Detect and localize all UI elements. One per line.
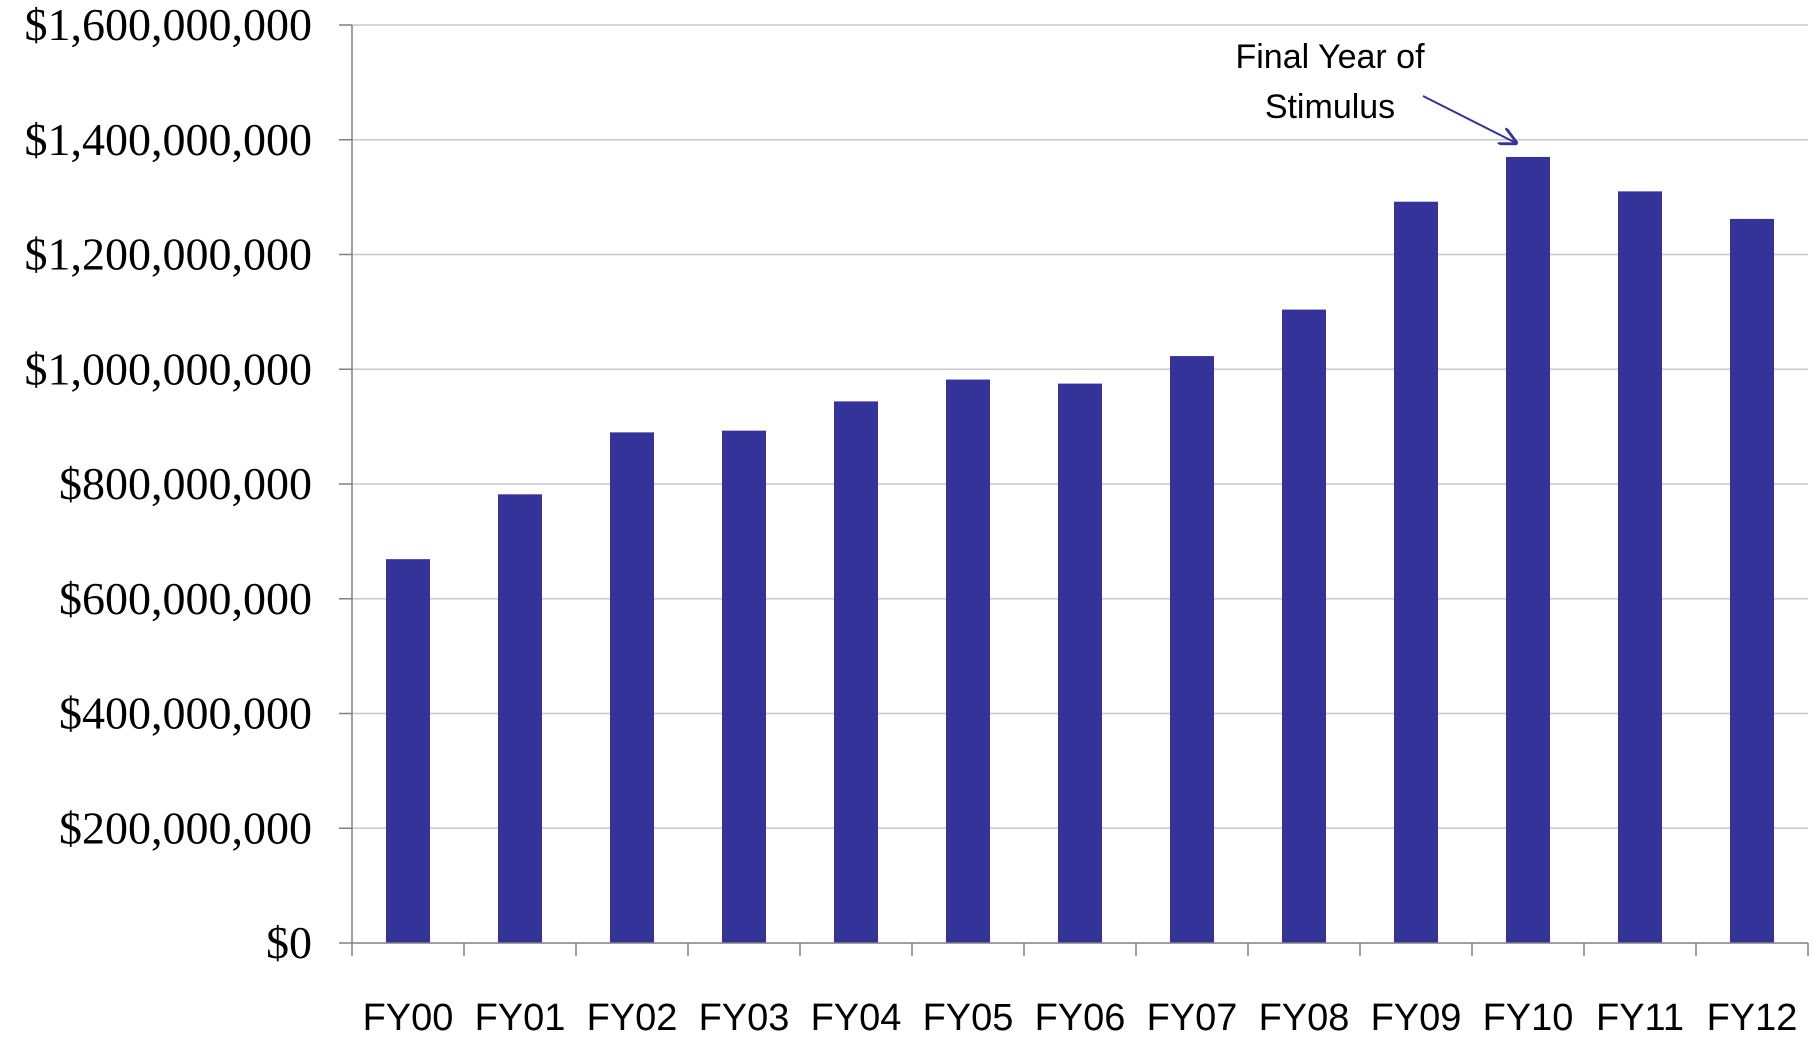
x-tick-label: FY01	[475, 997, 566, 1037]
y-tick-label: $1,000,000,000	[25, 343, 313, 394]
x-tick-label: FY02	[587, 997, 678, 1037]
x-tick-label: FY12	[1707, 997, 1798, 1037]
bar-fy12	[1730, 218, 1774, 944]
x-tick-label: FY07	[1147, 997, 1238, 1037]
y-tick-label: $0	[266, 917, 312, 968]
bar-fy09	[1394, 201, 1438, 944]
x-tick-label: FY11	[1596, 997, 1684, 1037]
bar-fy02	[610, 432, 654, 943]
bar-fy01	[498, 494, 542, 943]
y-tick-label: $400,000,000	[59, 688, 312, 739]
bar-fy06	[1058, 383, 1102, 943]
annotation-arrow	[1422, 95, 1516, 143]
annotations: Final Year of Stimulus	[1235, 38, 1516, 143]
bar-fy11	[1618, 191, 1662, 943]
annotation-text-line: Stimulus	[1265, 88, 1395, 126]
y-tick-label: $1,200,000,000	[25, 229, 313, 280]
x-tick-label: FY08	[1259, 997, 1350, 1037]
annotation-text-line: Final Year of	[1235, 38, 1425, 76]
x-tick-labels: FY00 FY01 FY02 FY03 FY04 FY05 FY06 FY07 FY08 FY09…	[363, 997, 1798, 1037]
y-tick-label: $1,600,000,000	[25, 0, 313, 50]
y-tick-label: $800,000,000	[59, 458, 312, 509]
bar-fy10	[1506, 156, 1550, 943]
bar-fy00	[386, 559, 430, 943]
x-tick-label: FY09	[1371, 997, 1462, 1037]
bar-fy07	[1170, 356, 1214, 944]
bar-fy04	[834, 401, 878, 943]
y-tick-label: $1,400,000,000	[25, 114, 313, 165]
x-tick-label: FY00	[363, 997, 454, 1037]
bar-fy03	[722, 430, 766, 943]
y-tick-label: $600,000,000	[59, 573, 312, 624]
axes	[339, 24, 1809, 956]
x-tick-label: FY04	[811, 997, 902, 1037]
bars	[386, 156, 1774, 944]
y-tick-labels: $0 $200,000,000 $400,000,000 $600,000,000 $8…	[25, 0, 313, 968]
x-tick-label: FY03	[699, 997, 790, 1037]
y-tick-label: $200,000,000	[59, 802, 312, 853]
x-tick-label: FY06	[1035, 997, 1126, 1037]
bar-fy05	[946, 379, 990, 943]
bar-fy08	[1282, 309, 1326, 944]
x-tick-label: FY10	[1483, 997, 1574, 1037]
x-tick-label: FY05	[923, 997, 1014, 1037]
